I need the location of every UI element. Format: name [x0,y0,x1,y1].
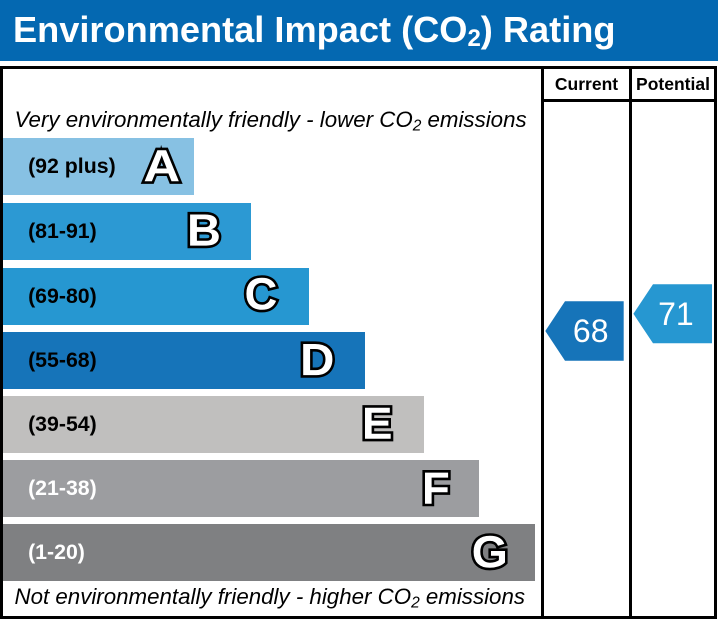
svg-text:68: 68 [573,313,609,349]
svg-text:71: 71 [658,296,694,332]
